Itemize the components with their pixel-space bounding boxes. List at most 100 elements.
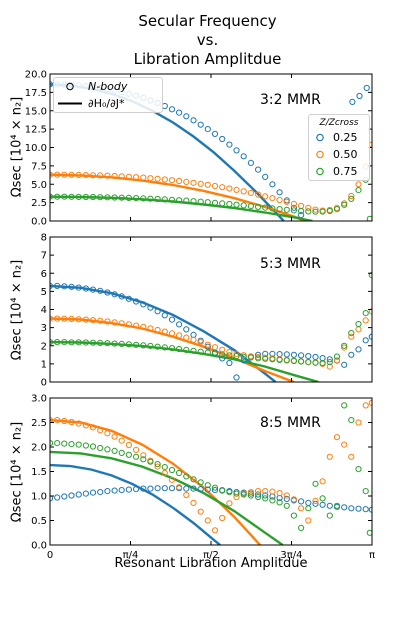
nbody-point-0.50	[176, 177, 183, 185]
nbody-point-0.75	[133, 195, 140, 202]
legend-markers: N-body ∂H₀/∂J*	[53, 77, 163, 113]
nbody-point-0.75	[104, 446, 111, 453]
nbody-point-0.25	[349, 98, 356, 106]
nbody-point-0.75	[348, 417, 355, 424]
nbody-point-0.75	[333, 502, 341, 509]
nbody-point-0.50	[233, 186, 240, 193]
figure-title-line-3: Libration Amplitdue	[133, 50, 282, 68]
nbody-point-0.25	[197, 486, 204, 493]
nbody-point-0.75	[240, 491, 247, 498]
y-tick-label: 6	[41, 269, 47, 280]
nbody-point-0.75	[283, 206, 290, 213]
nbody-point-0.25	[247, 159, 254, 166]
y-tick-label: 0.5	[31, 516, 47, 527]
analytic-curve-0.25	[50, 463, 221, 545]
nbody-point-0.75	[326, 512, 333, 519]
nbody-point-0.75	[305, 208, 312, 215]
nbody-point-0.50	[118, 173, 125, 180]
y-tick-label: 1.0	[31, 492, 47, 503]
nbody-point-0.25	[348, 351, 355, 358]
nbody-point-0.75	[183, 473, 190, 480]
nbody-point-0.75	[319, 495, 326, 502]
legend-z-label: 0.50	[333, 148, 358, 161]
nbody-point-0.75	[283, 357, 290, 364]
nbody-point-0.25	[326, 502, 333, 509]
analytic-curve-0.75	[50, 195, 313, 221]
nbody-point-0.75	[333, 353, 341, 360]
nbody-point-0.25	[89, 286, 97, 293]
nbody-point-0.75	[341, 342, 348, 349]
nbody-point-0.75	[262, 495, 269, 502]
nbody-point-0.25	[54, 494, 61, 501]
legend-z-entry: 0.50	[309, 146, 369, 163]
nbody-point-0.75	[140, 456, 147, 463]
nbody-point-0.25	[363, 84, 370, 92]
nbody-point-0.50	[168, 476, 176, 483]
nbody-point-0.50	[68, 315, 75, 322]
nbody-point-0.75	[147, 195, 154, 202]
nbody-point-0.50	[154, 463, 161, 470]
nbody-point-0.75	[219, 351, 226, 358]
nbody-point-0.50	[97, 427, 104, 434]
nbody-point-0.75	[133, 341, 140, 348]
nbody-point-0.25	[211, 130, 219, 137]
nbody-point-0.75	[219, 487, 226, 494]
nbody-point-0.50	[118, 320, 125, 327]
y-tick-label: 3.0	[31, 394, 47, 405]
nbody-point-0.25	[219, 135, 226, 143]
nbody-point-0.25	[276, 189, 283, 196]
nbody-point-0.75	[68, 339, 75, 346]
nbody-point-0.50	[348, 333, 355, 340]
nbody-point-0.50	[326, 453, 333, 460]
nbody-point-0.50	[154, 175, 161, 182]
nbody-point-0.50	[204, 181, 211, 188]
nbody-point-0.25	[183, 485, 190, 492]
nbody-point-0.50	[355, 326, 362, 333]
analytic-curve-0.50	[50, 317, 295, 382]
nbody-point-0.75	[247, 354, 254, 361]
nbody-point-0.50	[104, 430, 111, 437]
nbody-point-0.25	[362, 506, 369, 513]
nbody-point-0.25	[204, 486, 211, 493]
nbody-point-0.50	[176, 484, 183, 491]
nbody-point-0.25	[356, 92, 363, 100]
nbody-point-0.25	[97, 489, 104, 496]
nbody-point-0.50	[276, 490, 283, 497]
nbody-point-0.50	[283, 492, 290, 499]
nbody-point-0.25	[341, 504, 348, 511]
y-tick-label: 0.0	[31, 217, 47, 228]
nbody-point-0.50	[190, 336, 197, 343]
panel-2-title: 5:3 MMR	[260, 256, 321, 272]
nbody-point-0.25	[82, 490, 90, 497]
nbody-point-0.75	[240, 353, 247, 360]
nbody-point-0.75	[211, 350, 219, 357]
nbody-point-0.25	[255, 351, 262, 358]
y-tick-label: 20.0	[25, 70, 47, 81]
nbody-point-0.50	[255, 488, 262, 495]
nbody-point-0.25	[319, 501, 326, 508]
nbody-point-0.50	[247, 489, 254, 496]
nbody-point-0.75	[312, 208, 319, 215]
nbody-point-0.50	[118, 437, 125, 444]
nbody-point-0.25	[176, 109, 183, 116]
nbody-point-0.75	[54, 440, 61, 447]
nbody-point-0.75	[269, 205, 276, 212]
nbody-point-0.50	[147, 175, 154, 182]
nbody-point-0.50	[183, 178, 190, 185]
nbody-point-0.75	[147, 458, 154, 465]
y-tick-label: 2.0	[31, 443, 47, 454]
nbody-point-0.50	[341, 344, 348, 351]
nbody-point-0.75	[312, 359, 319, 366]
nbody-point-0.50	[154, 326, 161, 334]
nbody-point-0.50	[140, 323, 147, 330]
y-tick-label: 8	[41, 233, 47, 244]
nbody-point-0.75	[333, 206, 341, 213]
nbody-point-0.50	[312, 497, 319, 504]
nbody-point-0.75	[319, 208, 326, 215]
nbody-point-0.75	[147, 342, 154, 349]
nbody-point-0.50	[111, 319, 118, 326]
legend-circle-icon	[66, 82, 74, 91]
nbody-point-0.75	[61, 193, 68, 200]
nbody-point-0.75	[341, 201, 348, 208]
legend-z-entry: 0.25	[309, 129, 369, 146]
